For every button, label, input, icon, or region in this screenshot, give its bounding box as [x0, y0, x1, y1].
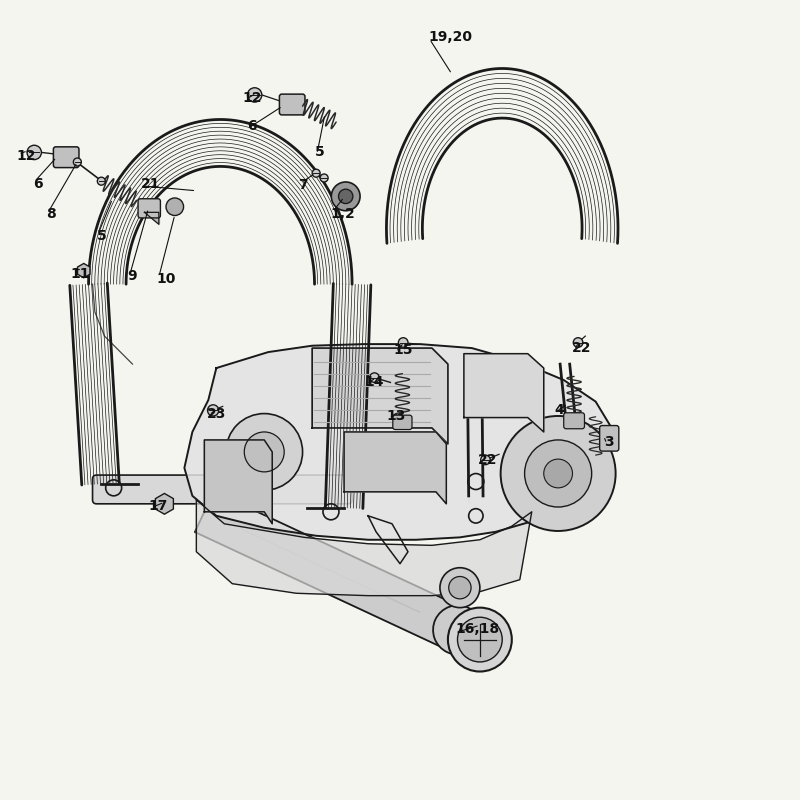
Circle shape — [448, 608, 512, 671]
Text: 14: 14 — [364, 375, 383, 390]
Circle shape — [525, 440, 592, 507]
Circle shape — [98, 177, 106, 185]
Text: 23: 23 — [206, 406, 226, 421]
FancyBboxPatch shape — [138, 198, 161, 218]
Circle shape — [501, 416, 616, 531]
Text: 22: 22 — [572, 341, 591, 355]
Circle shape — [207, 405, 218, 416]
Polygon shape — [344, 432, 446, 504]
Text: 5: 5 — [97, 230, 106, 243]
Circle shape — [312, 170, 320, 177]
Polygon shape — [204, 440, 272, 524]
Text: 5: 5 — [314, 146, 324, 159]
Polygon shape — [196, 500, 532, 596]
FancyBboxPatch shape — [93, 475, 352, 504]
Polygon shape — [78, 263, 90, 278]
Text: 21: 21 — [141, 178, 160, 191]
Text: 1,2: 1,2 — [330, 207, 355, 221]
FancyBboxPatch shape — [564, 413, 585, 429]
Text: 4: 4 — [554, 402, 564, 417]
FancyBboxPatch shape — [54, 147, 79, 168]
Circle shape — [244, 432, 284, 472]
Circle shape — [331, 182, 360, 210]
Text: 12: 12 — [242, 91, 262, 105]
Text: 9: 9 — [127, 270, 137, 283]
FancyBboxPatch shape — [279, 94, 305, 115]
Circle shape — [166, 198, 183, 215]
Circle shape — [27, 146, 42, 160]
Text: 12: 12 — [17, 150, 36, 163]
Circle shape — [226, 414, 302, 490]
Text: 19,20: 19,20 — [428, 30, 472, 44]
Circle shape — [440, 568, 480, 608]
FancyBboxPatch shape — [600, 426, 619, 451]
Text: 8: 8 — [46, 207, 56, 221]
Circle shape — [247, 88, 262, 102]
Text: 3: 3 — [605, 435, 614, 450]
Text: 13: 13 — [386, 409, 406, 423]
Text: 6: 6 — [33, 178, 42, 191]
Circle shape — [370, 373, 379, 382]
Ellipse shape — [433, 606, 482, 654]
Circle shape — [74, 158, 82, 166]
Polygon shape — [464, 354, 544, 432]
Circle shape — [449, 577, 471, 599]
Polygon shape — [155, 494, 174, 514]
Text: 7: 7 — [298, 178, 308, 192]
Text: 17: 17 — [149, 499, 168, 514]
Circle shape — [574, 338, 583, 347]
Polygon shape — [145, 212, 159, 224]
Circle shape — [320, 174, 328, 182]
FancyBboxPatch shape — [393, 415, 412, 430]
Polygon shape — [195, 491, 467, 650]
Circle shape — [481, 455, 490, 465]
Text: 15: 15 — [394, 343, 413, 358]
Text: 11: 11 — [70, 267, 90, 281]
Text: 22: 22 — [478, 453, 498, 467]
Circle shape — [544, 459, 573, 488]
Polygon shape — [312, 348, 448, 444]
Circle shape — [398, 338, 408, 347]
Polygon shape — [184, 344, 612, 540]
Text: 16,18: 16,18 — [456, 622, 500, 636]
Text: 6: 6 — [246, 119, 256, 133]
Circle shape — [458, 618, 502, 662]
Circle shape — [338, 189, 353, 203]
Text: 10: 10 — [157, 273, 176, 286]
